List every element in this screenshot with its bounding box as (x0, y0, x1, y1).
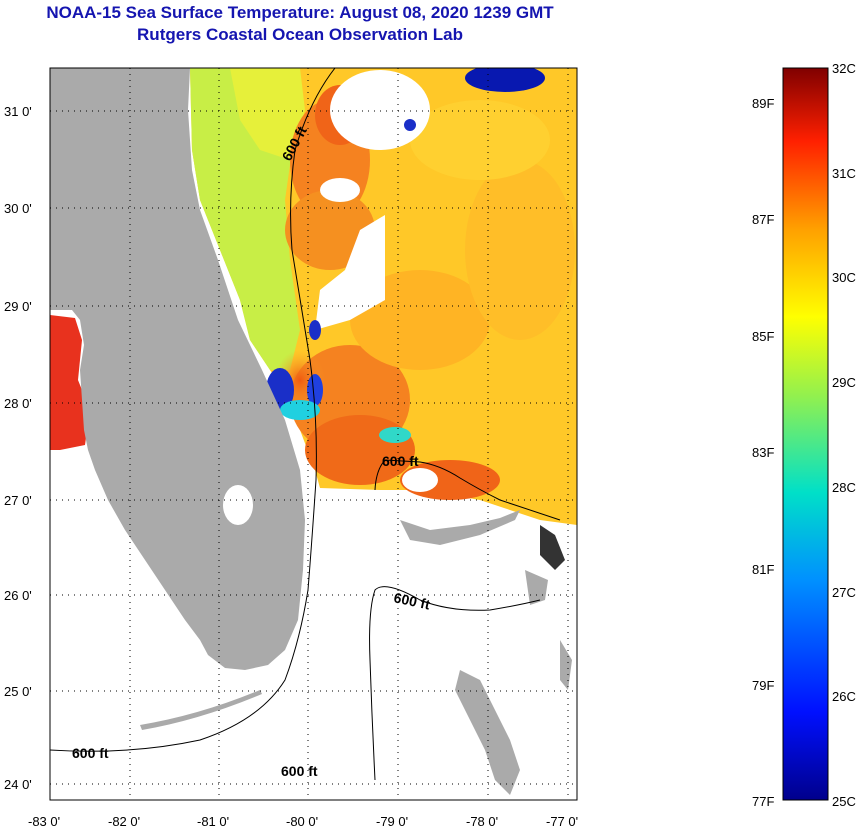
lat-label: 30 0' (4, 201, 32, 216)
lat-label: 24 0' (4, 777, 32, 792)
celsius-label: 27C (832, 585, 856, 600)
lon-label: -78 0' (466, 814, 498, 829)
celsius-label: 31C (832, 166, 856, 181)
lon-label: -79 0' (376, 814, 408, 829)
fahrenheit-label: 79F (752, 678, 774, 693)
longitude-labels: -83 0' -82 0' -81 0' -80 0' -79 0' -78 0… (28, 814, 578, 829)
celsius-label: 32C (832, 61, 856, 76)
lake-okeechobee (223, 485, 253, 525)
celsius-label: 28C (832, 480, 856, 495)
fahrenheit-label: 77F (752, 794, 774, 809)
contour-label: 600 ft (392, 589, 431, 612)
fahrenheit-label: 81F (752, 562, 774, 577)
colorbar-gradient (782, 67, 829, 801)
bahamas-islands (400, 510, 572, 795)
lat-label: 26 0' (4, 588, 32, 603)
lat-label: 25 0' (4, 684, 32, 699)
fahrenheit-label: 89F (752, 96, 774, 111)
lat-label: 28 0' (4, 396, 32, 411)
lat-label: 31 0' (4, 104, 32, 119)
fahrenheit-label: 83F (752, 445, 774, 460)
lon-label: -82 0' (108, 814, 140, 829)
lon-label: -80 0' (286, 814, 318, 829)
celsius-label: 30C (832, 270, 856, 285)
lon-label: -83 0' (28, 814, 60, 829)
map-title: NOAA-15 Sea Surface Temperature: August … (46, 3, 554, 22)
contour-label: 600 ft (281, 763, 318, 779)
colorbar-celsius-labels: 32C 31C 30C 29C 28C 27C 26C 25C (832, 61, 856, 809)
celsius-label: 26C (832, 689, 856, 704)
fahrenheit-label: 85F (752, 329, 774, 344)
lon-label: -81 0' (197, 814, 229, 829)
lon-label: -77 0' (546, 814, 578, 829)
colorbar-fahrenheit-labels: 89F 87F 85F 83F 81F 79F 77F (752, 96, 774, 809)
lat-label: 27 0' (4, 493, 32, 508)
graticule (50, 68, 577, 800)
map-panel (50, 68, 577, 800)
celsius-label: 29C (832, 375, 856, 390)
fahrenheit-label: 87F (752, 212, 774, 227)
contour-label: 600 ft (72, 745, 109, 761)
isobath-contours (50, 68, 561, 781)
map-subtitle: Rutgers Coastal Ocean Observation Lab (137, 25, 463, 44)
map-frame (49, 67, 578, 801)
colorbar: 32C 31C 30C 29C 28C 27C 26C 25C 89F 87F … (752, 61, 856, 809)
latitude-labels: 31 0' 30 0' 29 0' 28 0' 27 0' 26 0' 25 0… (4, 104, 32, 792)
florida-keys (140, 690, 262, 730)
lat-label: 29 0' (4, 299, 32, 314)
celsius-label: 25C (832, 794, 856, 809)
gulf-warm-water (50, 315, 90, 450)
sst-field (190, 68, 577, 525)
contour-label: 600 ft (382, 453, 419, 469)
